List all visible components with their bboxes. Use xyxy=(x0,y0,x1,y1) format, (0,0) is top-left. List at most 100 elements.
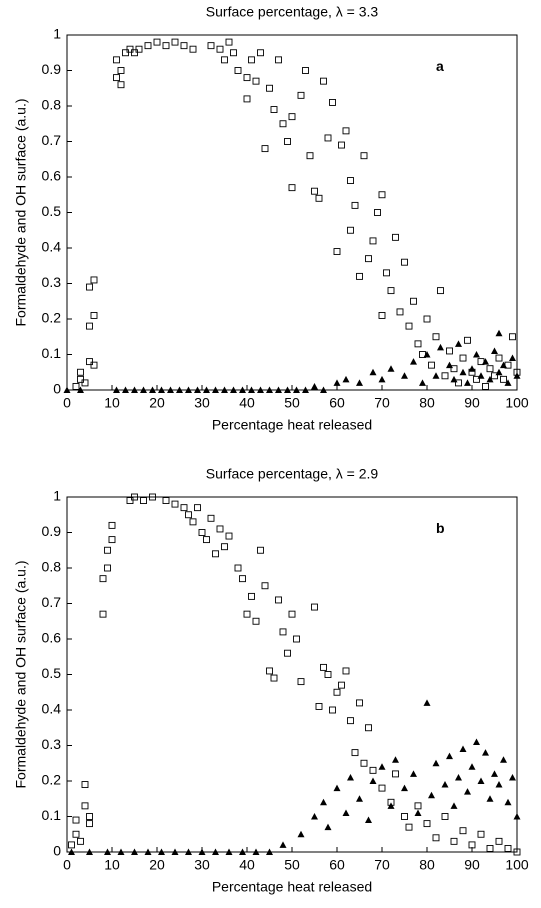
triangle-point xyxy=(333,379,341,386)
square-point xyxy=(297,678,305,686)
triangle-point xyxy=(455,340,462,347)
triangle-point xyxy=(423,699,431,706)
triangle-point xyxy=(149,386,156,393)
square-point xyxy=(86,283,93,291)
x-tick-label: 70 xyxy=(374,857,390,873)
triangle-point xyxy=(491,770,498,777)
x-tick-label: 10 xyxy=(104,857,120,873)
square-point xyxy=(297,91,305,99)
triangle-point xyxy=(477,777,485,784)
x-tick-label: 100 xyxy=(505,395,529,411)
triangle-point xyxy=(369,368,377,376)
triangle-point xyxy=(104,848,111,855)
triangle-point xyxy=(63,386,71,393)
square-point xyxy=(347,226,354,234)
triangle-point xyxy=(302,386,309,393)
triangle-point xyxy=(437,343,444,351)
x-tick-label: 90 xyxy=(464,857,480,873)
triangle-point xyxy=(509,354,516,362)
square-point xyxy=(284,649,291,657)
square-point xyxy=(243,74,251,82)
square-point xyxy=(68,841,75,849)
square-point xyxy=(441,813,449,820)
square-point xyxy=(81,379,89,387)
square-point xyxy=(405,823,413,831)
square-point xyxy=(257,49,264,57)
square-point xyxy=(117,67,125,74)
triangle-point xyxy=(365,816,372,824)
square-point xyxy=(108,521,116,529)
square-point xyxy=(482,383,489,390)
triangle-point xyxy=(464,788,471,795)
triangle-point xyxy=(279,841,287,848)
square-point xyxy=(459,354,467,362)
square-point xyxy=(270,106,278,114)
y-axis-label: Formaldehyde and OH surface (a.u.) xyxy=(13,99,29,327)
square-point xyxy=(284,138,291,145)
square-point xyxy=(270,674,278,682)
square-point xyxy=(126,45,134,53)
triangle-point xyxy=(446,361,453,369)
square-point xyxy=(392,770,399,778)
chart-title: Surface percentage, λ = 2.9 xyxy=(206,466,379,482)
triangle-point xyxy=(203,386,210,393)
y-tick-label: 0.6 xyxy=(42,168,62,184)
triangle-point xyxy=(401,784,408,792)
square-point xyxy=(266,84,273,92)
square-point xyxy=(347,177,354,185)
square-point xyxy=(329,98,336,106)
triangle-point xyxy=(131,848,138,855)
triangle-point xyxy=(131,386,138,393)
square-point xyxy=(248,592,255,600)
square-point xyxy=(275,596,282,604)
triangle-point xyxy=(185,386,192,393)
square-point xyxy=(347,717,354,725)
y-tick-label: 0.6 xyxy=(42,630,62,646)
x-axis-label: Percentage heat released xyxy=(212,879,372,895)
triangle-point xyxy=(239,848,246,855)
square-point xyxy=(320,77,327,85)
square-point xyxy=(333,688,341,696)
square-point xyxy=(113,56,120,64)
triangle-point xyxy=(158,848,165,855)
triangle-point xyxy=(356,795,363,802)
square-point xyxy=(410,297,417,305)
triangle-point xyxy=(387,365,395,372)
square-point xyxy=(72,830,80,838)
square-point xyxy=(432,834,440,842)
triangle-point xyxy=(513,372,521,379)
triangle-point xyxy=(500,361,507,369)
square-point xyxy=(396,308,404,316)
square-point xyxy=(171,500,179,508)
square-point xyxy=(99,575,107,583)
triangle-point xyxy=(293,386,300,393)
triangle-point xyxy=(347,773,354,781)
square-point xyxy=(279,628,287,636)
square-point xyxy=(72,383,80,390)
square-point xyxy=(315,703,323,710)
square-point xyxy=(311,187,318,195)
x-tick-label: 20 xyxy=(149,857,165,873)
triangle-point xyxy=(144,848,152,855)
square-point xyxy=(495,837,503,845)
square-point xyxy=(216,45,224,53)
square-point xyxy=(104,564,111,572)
square-point xyxy=(311,603,318,611)
square-point xyxy=(99,610,107,618)
square-point xyxy=(243,610,251,618)
square-point xyxy=(351,749,359,757)
square-point xyxy=(302,67,309,74)
square-point xyxy=(113,74,120,82)
square-point xyxy=(86,322,93,330)
square-point xyxy=(342,667,350,675)
square-point xyxy=(459,827,467,835)
square-point xyxy=(131,493,138,501)
square-point xyxy=(243,95,251,103)
panel: Surface percentage, λ = 3.30 10 20 30 40 50 60… xyxy=(13,4,529,433)
square-point xyxy=(374,209,381,216)
square-point xyxy=(446,347,453,355)
square-point xyxy=(194,504,201,512)
plot-frame xyxy=(66,496,518,853)
triangle-point xyxy=(423,351,431,358)
square-point xyxy=(288,113,296,121)
